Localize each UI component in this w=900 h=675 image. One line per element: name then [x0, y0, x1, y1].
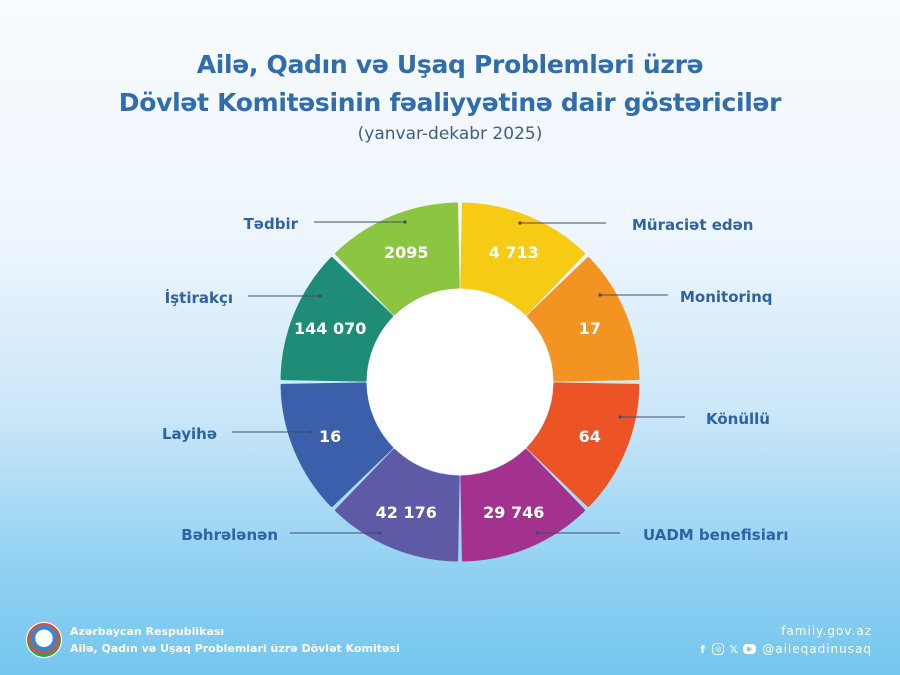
segment-layih [280, 382, 394, 507]
value-label-monitorinq: 17 [579, 319, 601, 338]
chart-subtitle: (yanvar-dekabr 2025) [357, 124, 543, 144]
category-label-monitorinq: Monitorinq [680, 288, 772, 306]
value-label-i-s-tirakc: 144 070 [294, 319, 366, 338]
leader-dot-ko-nu-llu [618, 415, 622, 419]
chart-title-line-2: Dövlət Komitəsinin fəaliyyətinə dair gös… [118, 88, 782, 117]
segment-mu-raci-t-ed-n [460, 202, 585, 316]
donut-center [367, 289, 553, 475]
category-label-i-s-tirakc: İştirakçı [165, 288, 233, 307]
value-label-uadm-benefisiar: 29 746 [483, 503, 544, 522]
category-label-mu-raci-t-ed-n: Müraciət edən [632, 216, 754, 234]
footer-organization: Azərbaycan Respublikası Ailə, Qadın və U… [26, 622, 400, 658]
instagram-icon[interactable]: ◎ [712, 643, 725, 655]
state-emblem-icon [26, 622, 62, 658]
value-label-ko-nu-llu: 64 [579, 427, 601, 446]
leader-dot-b-hr-l-n-n [378, 531, 382, 535]
leader-dot-layih [308, 430, 312, 434]
category-label-ko-nu-llu: Könüllü [706, 410, 770, 428]
segment-t-dbir [335, 202, 460, 316]
social-handle[interactable]: @aileqadinusaq [762, 642, 872, 656]
value-label-b-hr-l-n-n: 42 176 [376, 503, 437, 522]
category-label-uadm-benefisiar: UADM benefisiarı [643, 526, 789, 544]
youtube-icon[interactable]: ▶ [743, 644, 757, 654]
leader-dot-i-s-tirakc [318, 294, 322, 298]
org-country: Azərbaycan Respublikası [70, 625, 225, 638]
website-link[interactable]: family.gov.az [781, 624, 872, 638]
category-label-b-hr-l-n-n: Bəhrələnən [181, 526, 278, 544]
leader-dot-monitorinq [598, 293, 602, 297]
leader-dot-mu-raci-t-ed-n [518, 221, 522, 225]
value-label-mu-raci-t-ed-n: 4 713 [489, 243, 539, 262]
category-label-layih: Layihə [162, 425, 217, 443]
segment-ko-nu-llu [526, 382, 640, 507]
facebook-icon[interactable]: f [700, 642, 706, 656]
leader-dot-t-dbir [403, 220, 407, 224]
chart-title-line-1: Ailə, Qadın və Uşaq Problemləri üzrə [196, 50, 704, 79]
category-label-t-dbir: Tədbir [244, 215, 299, 233]
value-label-t-dbir: 2095 [384, 243, 429, 262]
org-name: Ailə, Qadın və Uşaq Problemlari üzrə Döv… [70, 642, 400, 655]
x-icon[interactable]: 𝕏 [729, 642, 739, 656]
segment-monitorinq [526, 257, 640, 382]
value-label-layih: 16 [319, 427, 341, 446]
social-links: f ◎ 𝕏 ▶ @aileqadinusaq [696, 642, 872, 656]
segment-i-s-tirakc [280, 257, 394, 382]
leader-dot-uadm-benefisiar [535, 531, 539, 535]
